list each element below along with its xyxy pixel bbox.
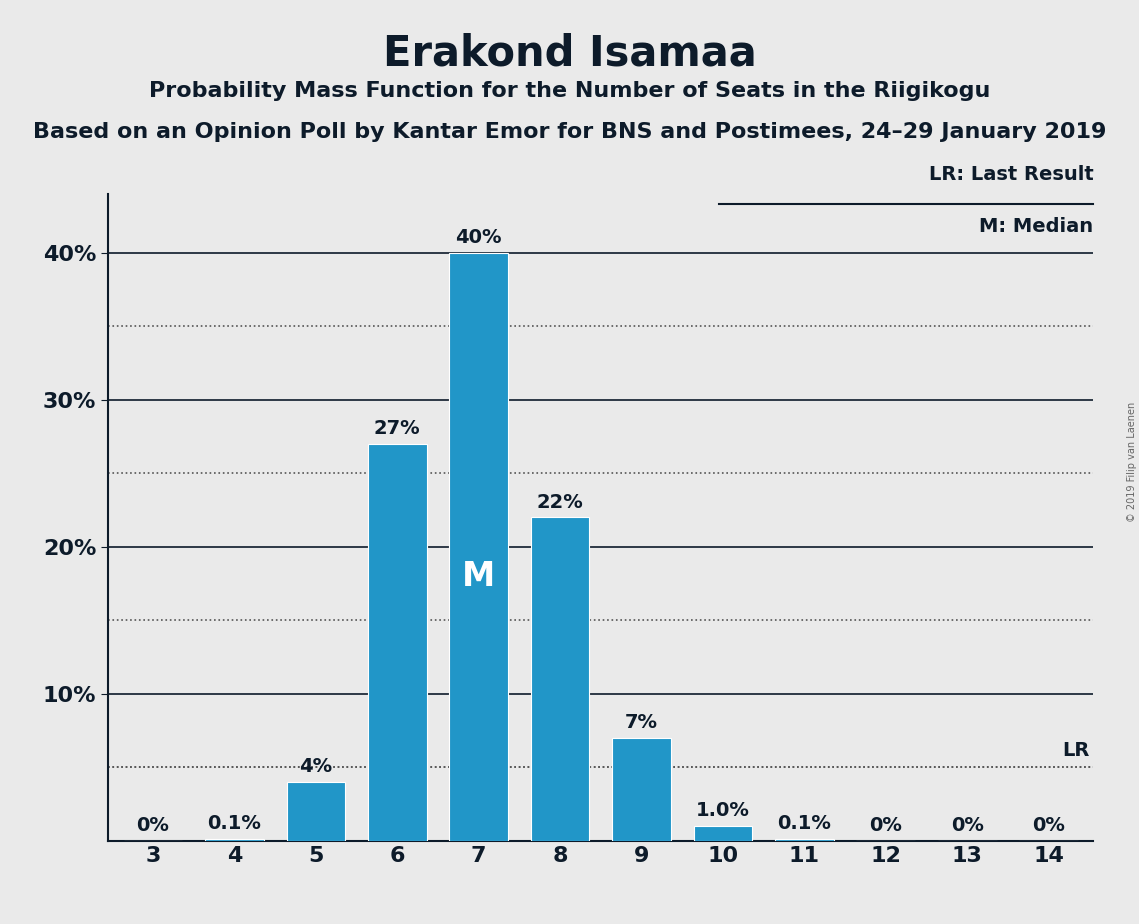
Text: Based on an Opinion Poll by Kantar Emor for BNS and Postimees, 24–29 January 201: Based on an Opinion Poll by Kantar Emor … <box>33 122 1106 142</box>
Bar <box>368 444 427 841</box>
Text: 0.1%: 0.1% <box>207 814 261 833</box>
Text: 1.0%: 1.0% <box>696 801 749 821</box>
Text: 0%: 0% <box>1032 816 1065 835</box>
Bar <box>205 839 264 841</box>
Bar <box>613 738 671 841</box>
Text: 0%: 0% <box>137 816 170 835</box>
Text: Erakond Isamaa: Erakond Isamaa <box>383 32 756 74</box>
Text: 4%: 4% <box>300 757 333 776</box>
Text: 22%: 22% <box>536 492 583 512</box>
Text: LR: LR <box>1062 741 1089 760</box>
Bar <box>450 253 508 841</box>
Bar <box>694 826 752 841</box>
Text: 7%: 7% <box>625 713 658 732</box>
Text: 0%: 0% <box>951 816 984 835</box>
Text: 0.1%: 0.1% <box>778 814 831 833</box>
Text: M: M <box>462 560 495 592</box>
Text: © 2019 Filip van Laenen: © 2019 Filip van Laenen <box>1126 402 1137 522</box>
Text: LR: Last Result: LR: Last Result <box>928 165 1093 184</box>
Text: M: Median: M: Median <box>980 217 1093 236</box>
Text: 40%: 40% <box>456 228 502 247</box>
Bar <box>531 517 589 841</box>
Bar <box>775 839 834 841</box>
Text: Probability Mass Function for the Number of Seats in the Riigikogu: Probability Mass Function for the Number… <box>149 81 990 102</box>
Text: 0%: 0% <box>869 816 902 835</box>
Text: 27%: 27% <box>374 419 420 438</box>
Bar <box>287 782 345 841</box>
